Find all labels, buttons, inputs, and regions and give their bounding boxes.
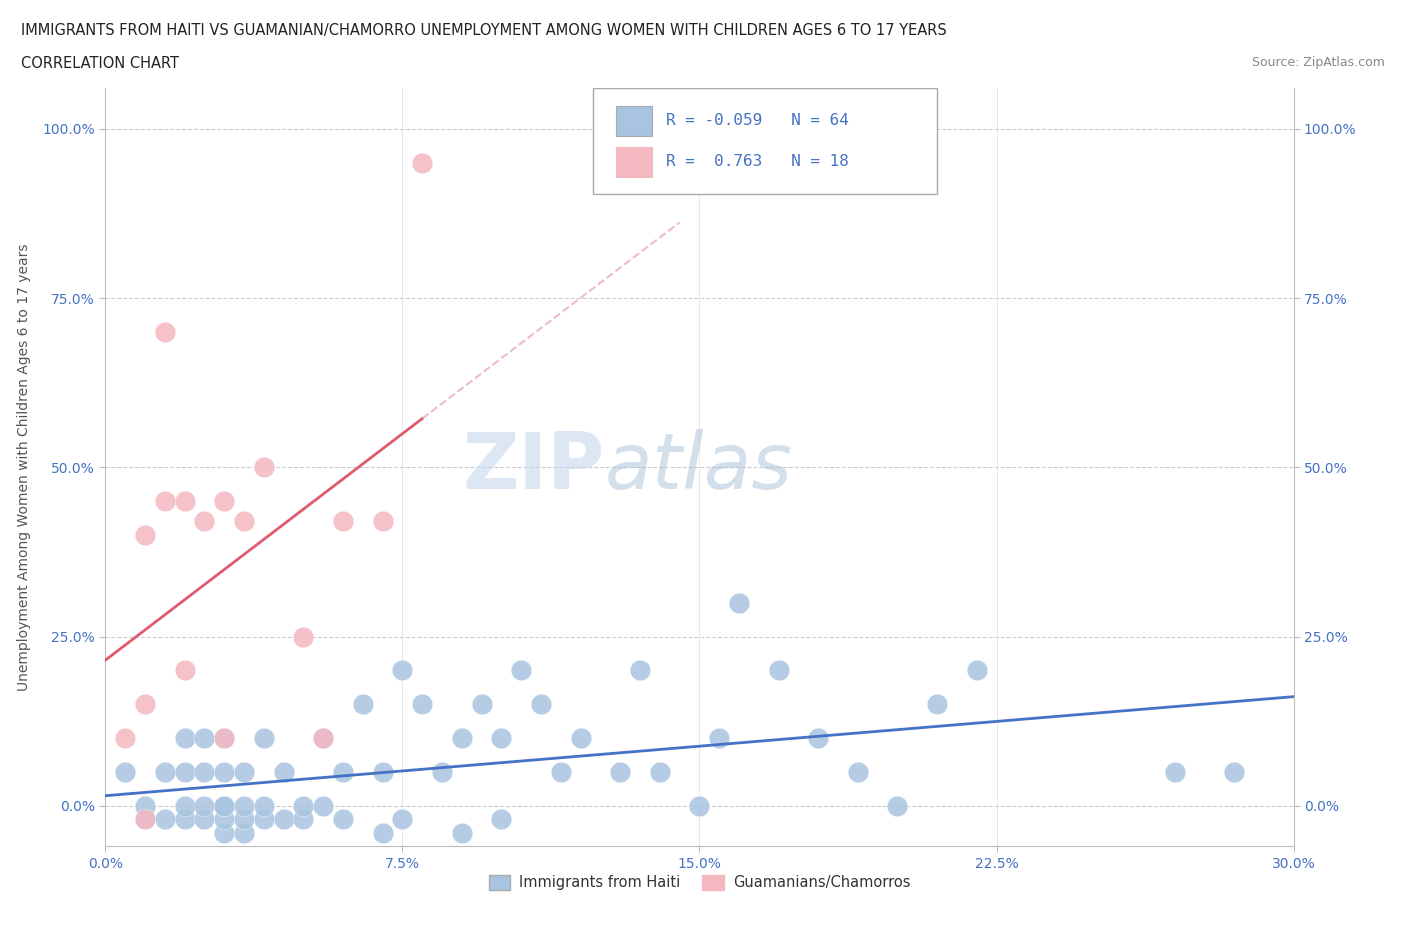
Point bbox=[173, 812, 195, 827]
Text: ZIP: ZIP bbox=[463, 430, 605, 505]
Point bbox=[134, 697, 156, 711]
Point bbox=[292, 798, 315, 813]
Point bbox=[430, 764, 453, 779]
Point bbox=[491, 812, 513, 827]
Point bbox=[846, 764, 869, 779]
Point bbox=[312, 798, 335, 813]
Point bbox=[214, 798, 236, 813]
Point bbox=[233, 514, 256, 529]
Point bbox=[530, 697, 553, 711]
Point bbox=[173, 663, 195, 678]
Point bbox=[709, 731, 731, 746]
FancyBboxPatch shape bbox=[616, 147, 652, 177]
Point bbox=[411, 697, 433, 711]
Point bbox=[609, 764, 631, 779]
Point bbox=[569, 731, 592, 746]
Point bbox=[134, 527, 156, 542]
Point bbox=[253, 798, 276, 813]
Text: R =  0.763   N = 18: R = 0.763 N = 18 bbox=[666, 154, 849, 169]
Point bbox=[193, 764, 215, 779]
Point bbox=[371, 514, 394, 529]
Point bbox=[134, 798, 156, 813]
Point bbox=[214, 731, 236, 746]
Point bbox=[1164, 764, 1187, 779]
Text: IMMIGRANTS FROM HAITI VS GUAMANIAN/CHAMORRO UNEMPLOYMENT AMONG WOMEN WITH CHILDR: IMMIGRANTS FROM HAITI VS GUAMANIAN/CHAMO… bbox=[21, 23, 946, 38]
Text: R = -0.059   N = 64: R = -0.059 N = 64 bbox=[666, 113, 849, 128]
Point bbox=[391, 812, 413, 827]
Point bbox=[292, 629, 315, 644]
Point bbox=[173, 798, 195, 813]
Point bbox=[153, 764, 176, 779]
Point bbox=[491, 731, 513, 746]
Point bbox=[728, 595, 751, 610]
Point bbox=[153, 494, 176, 509]
Point bbox=[273, 764, 295, 779]
Point bbox=[807, 731, 830, 746]
Text: Source: ZipAtlas.com: Source: ZipAtlas.com bbox=[1251, 56, 1385, 69]
Point bbox=[391, 663, 413, 678]
Point bbox=[173, 731, 195, 746]
FancyBboxPatch shape bbox=[592, 88, 936, 194]
Point bbox=[768, 663, 790, 678]
Point bbox=[886, 798, 908, 813]
Point bbox=[689, 798, 711, 813]
Point bbox=[332, 514, 354, 529]
Point bbox=[233, 798, 256, 813]
Point bbox=[450, 731, 472, 746]
Point bbox=[134, 812, 156, 827]
Point bbox=[114, 731, 136, 746]
Point bbox=[471, 697, 494, 711]
Point bbox=[214, 798, 236, 813]
Point bbox=[273, 812, 295, 827]
FancyBboxPatch shape bbox=[616, 106, 652, 136]
Point bbox=[193, 514, 215, 529]
Text: CORRELATION CHART: CORRELATION CHART bbox=[21, 56, 179, 71]
Point bbox=[371, 825, 394, 840]
Y-axis label: Unemployment Among Women with Children Ages 6 to 17 years: Unemployment Among Women with Children A… bbox=[17, 244, 31, 691]
Point bbox=[312, 731, 335, 746]
Point bbox=[628, 663, 651, 678]
Point bbox=[214, 825, 236, 840]
Point bbox=[292, 812, 315, 827]
Point bbox=[214, 764, 236, 779]
Point bbox=[332, 812, 354, 827]
Point bbox=[450, 825, 472, 840]
Point bbox=[332, 764, 354, 779]
Point bbox=[114, 764, 136, 779]
Point bbox=[253, 731, 276, 746]
Point bbox=[411, 155, 433, 170]
Point bbox=[193, 812, 215, 827]
Point bbox=[233, 812, 256, 827]
Point bbox=[925, 697, 948, 711]
Point bbox=[648, 764, 671, 779]
Point bbox=[153, 325, 176, 339]
Point bbox=[193, 798, 215, 813]
Point bbox=[214, 731, 236, 746]
Point bbox=[1223, 764, 1246, 779]
Point bbox=[153, 812, 176, 827]
Point bbox=[193, 731, 215, 746]
Point bbox=[312, 731, 335, 746]
Point bbox=[214, 494, 236, 509]
Point bbox=[966, 663, 988, 678]
Point bbox=[173, 764, 195, 779]
Point bbox=[173, 494, 195, 509]
Point bbox=[134, 812, 156, 827]
Point bbox=[550, 764, 572, 779]
Point bbox=[253, 460, 276, 475]
Point bbox=[214, 812, 236, 827]
Point bbox=[510, 663, 533, 678]
Legend: Immigrants from Haiti, Guamanians/Chamorros: Immigrants from Haiti, Guamanians/Chamor… bbox=[482, 869, 917, 896]
Text: atlas: atlas bbox=[605, 430, 793, 505]
Point bbox=[371, 764, 394, 779]
Point bbox=[352, 697, 374, 711]
Point bbox=[233, 764, 256, 779]
Point bbox=[253, 812, 276, 827]
Point bbox=[233, 825, 256, 840]
